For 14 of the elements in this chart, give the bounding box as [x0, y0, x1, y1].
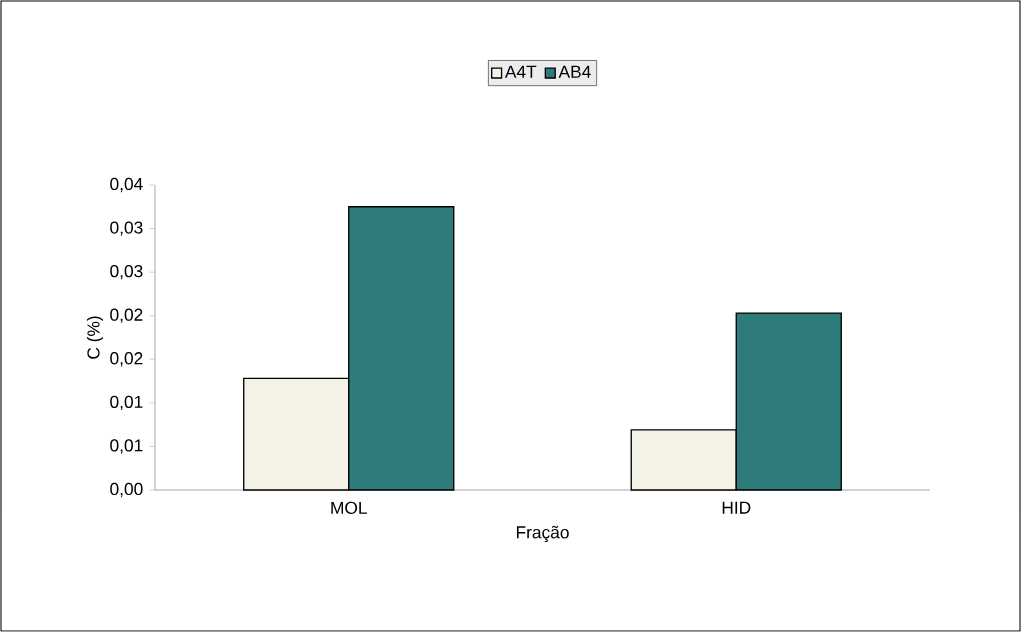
y-tick-label: 0,01 [110, 395, 143, 411]
y-tick-label: 0,02 [110, 352, 143, 367]
legend-label: AB4 [558, 65, 591, 78]
y-tick-label: 0,00 [110, 482, 143, 498]
x-tick-label: HID [722, 501, 751, 514]
legend-label: A4T [504, 65, 537, 78]
x-axis-title: Fração [516, 525, 569, 542]
y-tick-label: 0,03 [110, 221, 143, 236]
y-tick-label: 0,03 [110, 264, 143, 280]
y-tick-label: 0,04 [110, 177, 143, 193]
y-tick-label: 0,02 [110, 308, 143, 323]
x-tick-label: MOL [331, 501, 367, 514]
y-axis-title: C (%) [86, 316, 104, 359]
y-tick-label: 0,01 [110, 439, 143, 454]
